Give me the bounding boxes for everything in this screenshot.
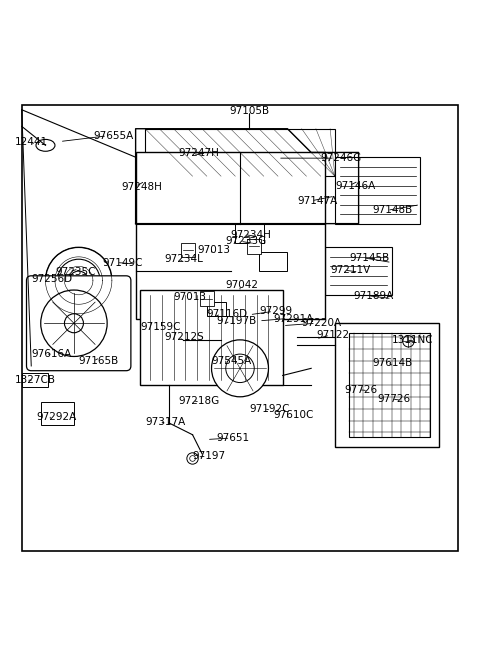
Text: 97212S: 97212S xyxy=(164,333,204,342)
Text: 97122: 97122 xyxy=(316,330,349,340)
Text: 97610C: 97610C xyxy=(273,410,313,420)
Circle shape xyxy=(41,290,107,356)
Circle shape xyxy=(403,336,414,347)
Ellipse shape xyxy=(36,140,55,152)
Text: 97116D: 97116D xyxy=(207,309,248,319)
Text: 97218G: 97218G xyxy=(179,396,219,405)
Text: 97651: 97651 xyxy=(216,433,250,443)
Text: 1327CB: 1327CB xyxy=(14,375,56,385)
Bar xyxy=(325,247,392,295)
Text: 97192C: 97192C xyxy=(250,403,290,414)
Text: 97256D: 97256D xyxy=(31,274,72,284)
Circle shape xyxy=(187,453,198,464)
Bar xyxy=(259,252,288,271)
Bar xyxy=(150,314,188,337)
Bar xyxy=(335,157,420,224)
Text: 97317A: 97317A xyxy=(145,417,185,427)
Text: 97148B: 97148B xyxy=(373,205,413,215)
Circle shape xyxy=(69,271,88,290)
Circle shape xyxy=(212,340,268,397)
Bar xyxy=(180,243,195,257)
Bar xyxy=(22,373,48,387)
Bar xyxy=(349,333,430,437)
Text: 12441: 12441 xyxy=(14,136,48,146)
Text: 97197: 97197 xyxy=(192,451,226,461)
Text: 97147A: 97147A xyxy=(297,196,337,206)
Text: 97234L: 97234L xyxy=(164,255,203,264)
Text: 97197B: 97197B xyxy=(216,316,256,326)
Circle shape xyxy=(57,259,100,302)
Text: 97145B: 97145B xyxy=(349,253,389,263)
Bar xyxy=(335,323,439,447)
Text: 97235C: 97235C xyxy=(55,267,96,277)
Text: 97042: 97042 xyxy=(226,280,259,291)
Text: 97545A: 97545A xyxy=(212,356,252,366)
Bar xyxy=(41,401,74,425)
Bar xyxy=(247,239,261,253)
Text: 97159C: 97159C xyxy=(140,322,181,332)
Text: 97013: 97013 xyxy=(174,292,206,302)
Circle shape xyxy=(64,314,84,333)
Text: 97146A: 97146A xyxy=(335,180,375,191)
Circle shape xyxy=(46,247,112,314)
Bar xyxy=(235,224,264,243)
Text: 1311NC: 1311NC xyxy=(392,335,433,345)
Bar xyxy=(207,302,226,316)
FancyBboxPatch shape xyxy=(26,276,131,371)
Text: 97614B: 97614B xyxy=(373,358,413,367)
Circle shape xyxy=(190,456,195,461)
Text: 97292A: 97292A xyxy=(36,412,76,422)
Text: 97291A: 97291A xyxy=(273,314,313,323)
Text: 97013: 97013 xyxy=(197,245,230,255)
Bar xyxy=(140,290,283,385)
Text: 97248H: 97248H xyxy=(121,182,162,192)
Text: 97246G: 97246G xyxy=(321,153,362,163)
Text: 97233G: 97233G xyxy=(226,236,267,246)
Text: 97211V: 97211V xyxy=(330,265,371,275)
Bar xyxy=(200,291,214,306)
Text: 97189A: 97189A xyxy=(354,291,394,300)
Text: 97247H: 97247H xyxy=(179,148,219,158)
FancyBboxPatch shape xyxy=(136,152,325,319)
Text: 97726: 97726 xyxy=(344,384,377,395)
Text: 97299: 97299 xyxy=(259,306,292,316)
Text: 97726: 97726 xyxy=(378,394,411,404)
Text: 97616A: 97616A xyxy=(31,349,72,359)
Text: 97105B: 97105B xyxy=(229,106,270,115)
Text: 97149C: 97149C xyxy=(102,258,143,268)
Circle shape xyxy=(226,354,254,382)
Bar xyxy=(145,129,335,176)
Text: 97234H: 97234H xyxy=(230,230,271,239)
Text: 97220A: 97220A xyxy=(301,318,342,328)
Text: 97655A: 97655A xyxy=(93,131,133,141)
Text: 97165B: 97165B xyxy=(79,356,119,366)
